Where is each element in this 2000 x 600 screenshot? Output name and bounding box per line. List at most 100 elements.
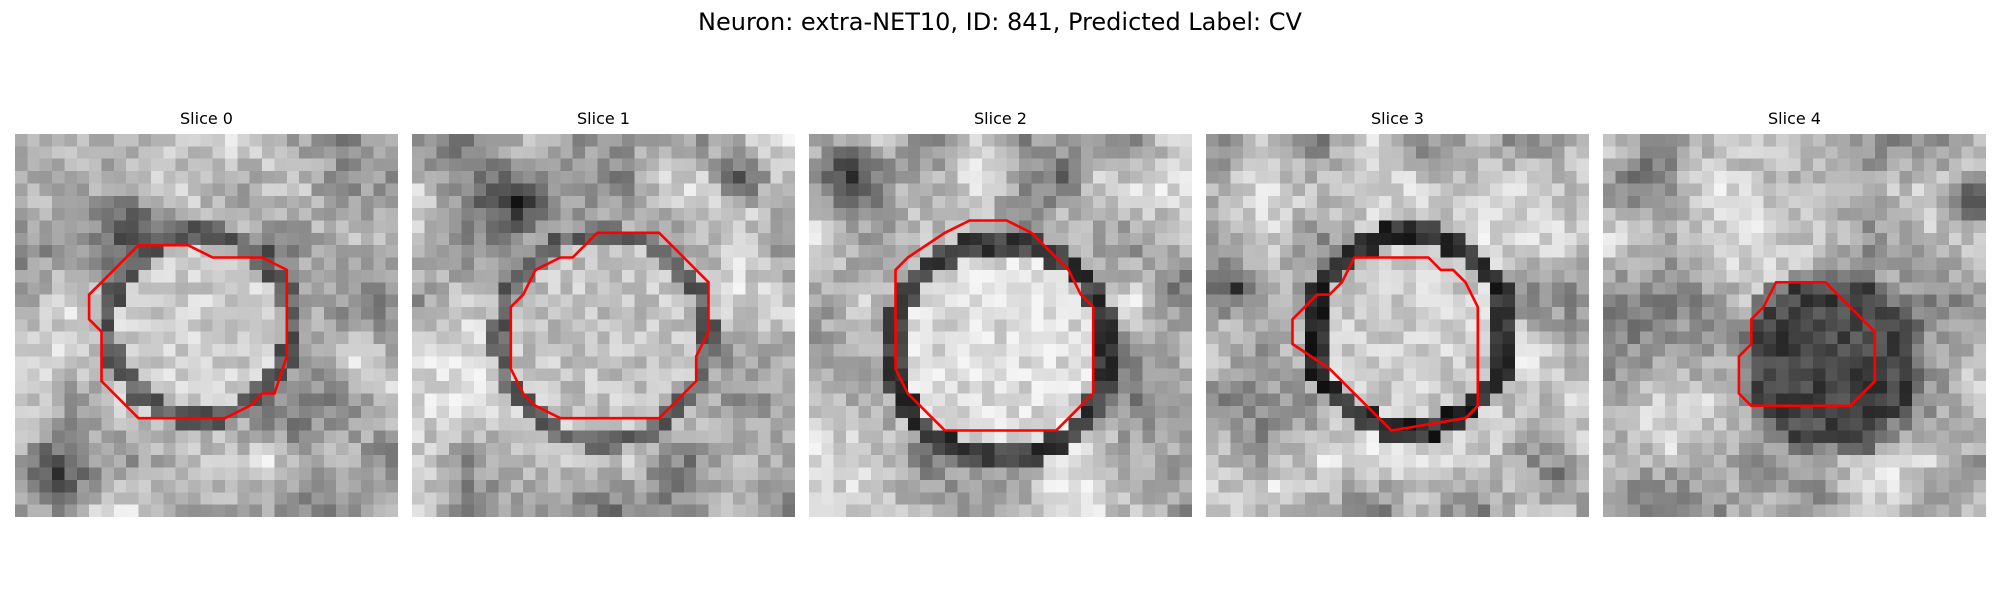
pixel xyxy=(1366,306,1380,320)
pixel xyxy=(622,306,635,320)
pixel xyxy=(981,393,995,407)
pixel xyxy=(1440,492,1454,506)
pixel xyxy=(27,418,41,432)
pixel xyxy=(1813,183,1826,197)
pixel xyxy=(348,158,362,172)
pixel xyxy=(1514,282,1528,296)
pixel xyxy=(187,405,201,419)
pixel xyxy=(1206,455,1219,469)
pixel xyxy=(1453,245,1467,259)
pixel xyxy=(1117,344,1131,357)
pixel xyxy=(957,146,971,160)
pixel xyxy=(1527,418,1541,432)
pixel xyxy=(163,220,177,234)
pixel xyxy=(696,455,710,469)
pixel xyxy=(523,331,537,345)
pixel xyxy=(212,418,226,432)
pixel xyxy=(671,405,685,419)
pixel xyxy=(1664,171,1678,185)
pixel xyxy=(981,146,995,160)
pixel xyxy=(733,319,747,333)
pixel xyxy=(708,418,722,432)
pixel xyxy=(1726,158,1740,172)
pixel xyxy=(1031,146,1045,160)
pixel xyxy=(1179,269,1192,283)
pixel xyxy=(1813,171,1826,185)
pixel xyxy=(745,195,759,209)
pixel xyxy=(212,158,226,172)
segmentation-contour xyxy=(509,231,710,420)
pixel xyxy=(969,442,983,456)
pixel xyxy=(858,257,872,271)
pixel xyxy=(1714,146,1728,160)
pixel xyxy=(200,405,214,419)
pixel xyxy=(101,195,115,209)
pixel xyxy=(782,381,795,395)
pixel xyxy=(1726,356,1740,370)
pixel xyxy=(1738,356,1752,370)
pixel xyxy=(510,171,524,185)
pixel xyxy=(1551,344,1565,357)
pixel xyxy=(683,158,697,172)
pixel xyxy=(757,331,771,345)
pixel xyxy=(52,195,66,209)
pixel xyxy=(1428,220,1442,234)
pixel xyxy=(498,134,512,147)
pixel xyxy=(126,455,140,469)
pixel xyxy=(584,282,598,296)
pixel xyxy=(1837,344,1851,357)
pixel xyxy=(436,306,450,320)
pixel xyxy=(1813,492,1826,506)
pixel xyxy=(1788,208,1802,222)
pixel xyxy=(770,331,784,345)
pixel xyxy=(957,257,971,271)
pixel xyxy=(1341,504,1355,517)
pixel xyxy=(1640,269,1654,283)
pixel xyxy=(671,430,685,444)
figure-title: Neuron: extra-NET10, ID: 841, Predicted … xyxy=(698,8,1302,36)
pixel xyxy=(1304,245,1318,259)
pixel xyxy=(1775,282,1789,296)
pixel xyxy=(64,504,78,517)
pixel xyxy=(15,245,28,259)
pixel xyxy=(757,306,771,320)
pixel xyxy=(1043,331,1057,345)
pixel xyxy=(101,306,115,320)
pixel xyxy=(473,492,487,506)
pixel xyxy=(622,492,635,506)
pixel xyxy=(15,257,28,271)
pixel xyxy=(1218,381,1232,395)
pixel xyxy=(424,492,438,506)
pixel xyxy=(163,171,177,185)
pixel xyxy=(150,368,164,382)
pixel xyxy=(286,171,300,185)
segmentation-contour xyxy=(87,243,289,420)
pixel xyxy=(1813,306,1826,320)
pixel xyxy=(1292,331,1306,345)
pixel xyxy=(1514,368,1528,382)
pixel xyxy=(1218,232,1232,246)
pixel xyxy=(969,455,983,469)
pixel xyxy=(932,381,946,395)
pixel xyxy=(1911,294,1925,308)
pixel xyxy=(560,220,574,234)
pixel xyxy=(1751,282,1765,296)
pixel xyxy=(1292,418,1306,432)
pixel xyxy=(412,331,425,345)
pixel xyxy=(1701,356,1715,370)
pixel xyxy=(1627,257,1641,271)
pixel xyxy=(1416,183,1429,197)
pixel xyxy=(846,269,860,283)
pixel xyxy=(498,195,512,209)
pixel xyxy=(510,282,524,296)
pixel xyxy=(510,134,524,147)
pixel xyxy=(1652,245,1666,259)
pixel xyxy=(907,344,921,357)
pixel xyxy=(1230,257,1244,271)
pixel xyxy=(883,183,897,197)
pixel xyxy=(486,455,500,469)
pixel xyxy=(1280,183,1294,197)
pixel xyxy=(523,430,537,444)
pixel xyxy=(1874,455,1888,469)
pixel xyxy=(560,134,574,147)
